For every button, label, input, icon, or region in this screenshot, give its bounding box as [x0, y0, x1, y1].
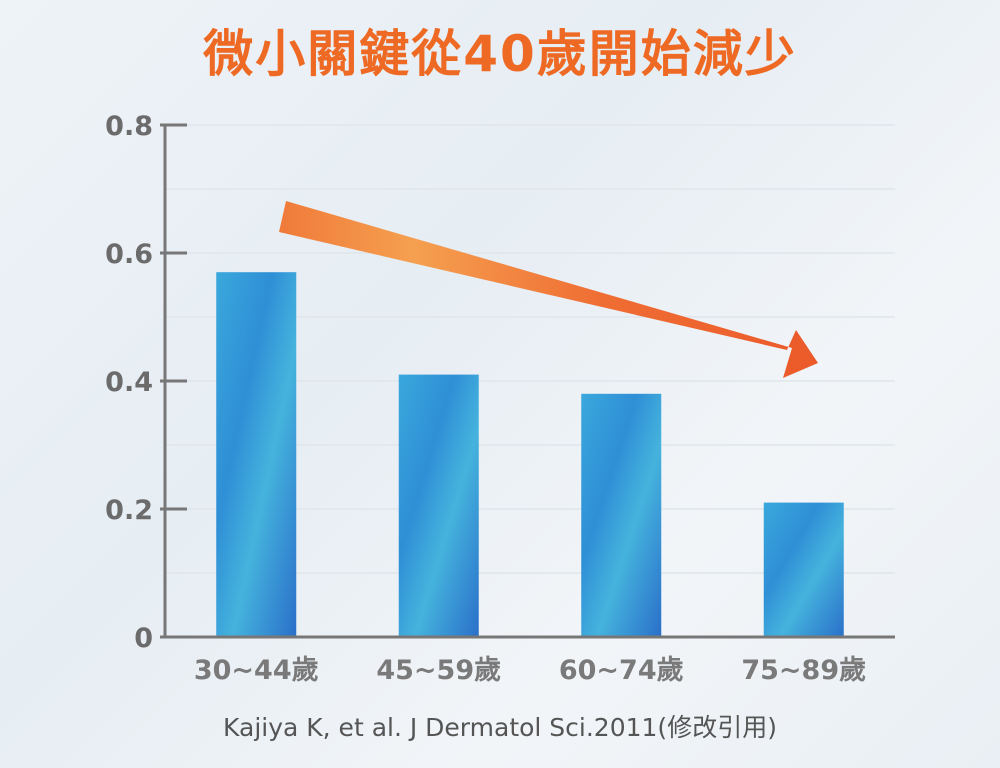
- x-tick-label: 30~44歲: [194, 655, 319, 686]
- y-tick-labels: 0 0.2 0.4 0.6 0.8: [105, 111, 153, 654]
- y-tick-label: 0.4: [105, 367, 153, 398]
- x-tick-label: 45~59歲: [376, 655, 501, 686]
- bar: [216, 272, 297, 637]
- bar: [398, 374, 479, 637]
- x-tick-label: 75~89歲: [741, 655, 866, 686]
- bars-group: [216, 272, 844, 637]
- x-tick-label: 60~74歲: [559, 655, 684, 686]
- bar: [581, 393, 662, 637]
- axes: [160, 123, 895, 639]
- y-tick-label: 0: [134, 623, 153, 654]
- y-tick-label: 0.6: [105, 239, 153, 270]
- bar: [763, 502, 844, 637]
- y-tick-label: 0.8: [105, 111, 153, 142]
- x-tick-labels: 30~44歲 45~59歲 60~74歲 75~89歲: [194, 655, 866, 686]
- source-citation: Kajiya K, et al. J Dermatol Sci.2011(修改引…: [223, 713, 777, 742]
- trend-arrow: [279, 201, 818, 378]
- chart-title: 微小關鍵從40歲開始減少: [203, 25, 797, 83]
- y-tick-label: 0.2: [105, 495, 153, 526]
